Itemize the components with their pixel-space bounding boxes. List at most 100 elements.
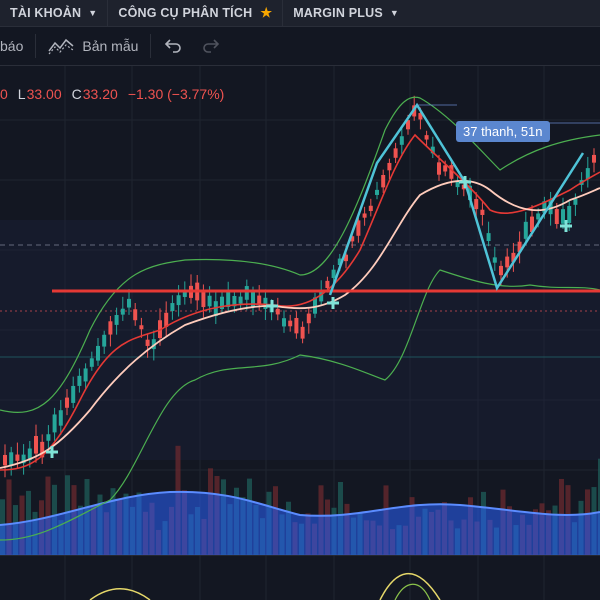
candle-body — [145, 339, 150, 346]
candle-body — [480, 209, 485, 215]
caret-down-icon: ▼ — [88, 8, 98, 18]
candle-body — [536, 213, 541, 220]
undo-icon[interactable] — [163, 37, 183, 55]
candle-body — [77, 375, 82, 386]
candle-body — [133, 309, 138, 321]
template-button[interactable]: Bản mẫu — [48, 37, 138, 55]
volume-bar — [6, 479, 12, 555]
candle-body — [548, 199, 553, 215]
candle-body — [263, 297, 268, 310]
low-label: L — [17, 86, 26, 102]
candle-body — [52, 414, 57, 433]
redo-icon[interactable] — [201, 37, 221, 55]
candle-body — [34, 435, 38, 454]
candle-body — [238, 296, 243, 304]
candle-body — [9, 452, 14, 466]
candle-body — [306, 313, 311, 324]
candle-body — [344, 254, 348, 262]
low-value: 33.00 — [26, 86, 62, 102]
menu-margin-label: MARGIN PLUS — [293, 6, 383, 20]
candle-body — [244, 286, 249, 300]
chart-grid — [0, 66, 600, 600]
menu-divider — [282, 0, 284, 26]
candle-body — [232, 295, 237, 307]
candle-body — [517, 241, 522, 252]
candle-body — [108, 321, 113, 335]
toolbar-divider — [35, 34, 37, 58]
candle-body — [282, 318, 286, 327]
candle-body — [3, 454, 7, 466]
volume-bar — [598, 458, 600, 555]
menu-divider — [107, 0, 109, 26]
candle-body — [207, 295, 212, 307]
candle-body — [220, 296, 224, 310]
candle-body — [430, 146, 435, 154]
candle-body — [474, 199, 479, 210]
caret-down-icon: ▼ — [389, 8, 399, 18]
candle-body — [275, 308, 280, 315]
candle-body — [468, 185, 472, 201]
candle-body — [114, 315, 119, 325]
menu-account[interactable]: TÀI KHOẢN ▼ — [0, 0, 107, 26]
candle-body — [505, 256, 510, 268]
price-chart-canvas[interactable] — [0, 66, 600, 600]
candle-body — [325, 280, 330, 288]
candle-body — [102, 334, 107, 347]
candle-body — [337, 258, 342, 266]
alert-button[interactable]: báo — [0, 38, 23, 54]
menu-margin-plus[interactable]: MARGIN PLUS ▼ — [283, 0, 409, 26]
oscillator-line — [89, 572, 441, 600]
candle-body — [89, 358, 94, 367]
candle-body — [27, 448, 32, 461]
volume-average-area — [0, 491, 600, 555]
crossover-marker — [266, 300, 278, 312]
candle-body — [542, 201, 547, 213]
menu-analysis-tools[interactable]: CÔNG CỤ PHÂN TÍCH ★ — [108, 0, 282, 26]
candle-body — [331, 269, 336, 278]
candle-body — [592, 154, 596, 163]
close-label: C — [71, 86, 82, 102]
candle-body — [182, 290, 187, 297]
candle-body — [21, 454, 26, 464]
menu-tools-label: CÔNG CỤ PHÂN TÍCH — [118, 6, 253, 20]
candle-body — [418, 113, 423, 120]
candle-body — [567, 206, 572, 224]
candle-body — [387, 162, 392, 171]
moving-average-fast — [0, 133, 600, 471]
candle-body — [65, 397, 69, 408]
volume-bar — [45, 476, 51, 555]
candle-body — [127, 298, 131, 308]
candle-body — [164, 312, 169, 327]
candle-body — [362, 213, 367, 218]
candle-body — [350, 236, 355, 242]
change-value: −1.30 (−3.77%) — [127, 86, 225, 102]
pattern-zigzag — [328, 102, 585, 296]
candle-body — [368, 205, 373, 211]
close-value: 33.20 — [82, 86, 118, 102]
crossover-marker — [327, 297, 339, 309]
candle-body — [449, 165, 454, 179]
crossover-marker — [560, 220, 572, 232]
candle-body — [424, 135, 429, 140]
bollinger-fill — [0, 220, 600, 460]
candle-body — [139, 325, 144, 330]
candle-body — [443, 165, 448, 172]
crossover-marker — [459, 176, 471, 188]
moving-average-slow — [0, 180, 600, 469]
chart-toolbar: báo Bản mẫu — [0, 27, 600, 66]
top-menu-bar: TÀI KHOẢN ▼ CÔNG CỤ PHÂN TÍCH ★ MARGIN P… — [0, 0, 600, 27]
candle-body — [15, 454, 20, 461]
indicator-overlays — [0, 96, 600, 600]
candle-body — [406, 120, 410, 130]
candle-body — [530, 216, 534, 233]
candle-body — [288, 320, 293, 327]
candle-body — [151, 339, 156, 350]
candle-body — [226, 289, 231, 307]
candle-body — [492, 257, 497, 263]
candle-body — [585, 168, 590, 179]
candle-body — [381, 174, 386, 188]
candle-body — [71, 385, 76, 403]
candle-body — [375, 189, 379, 195]
bollinger-upper — [0, 96, 600, 414]
open-value: 0 — [0, 86, 8, 102]
